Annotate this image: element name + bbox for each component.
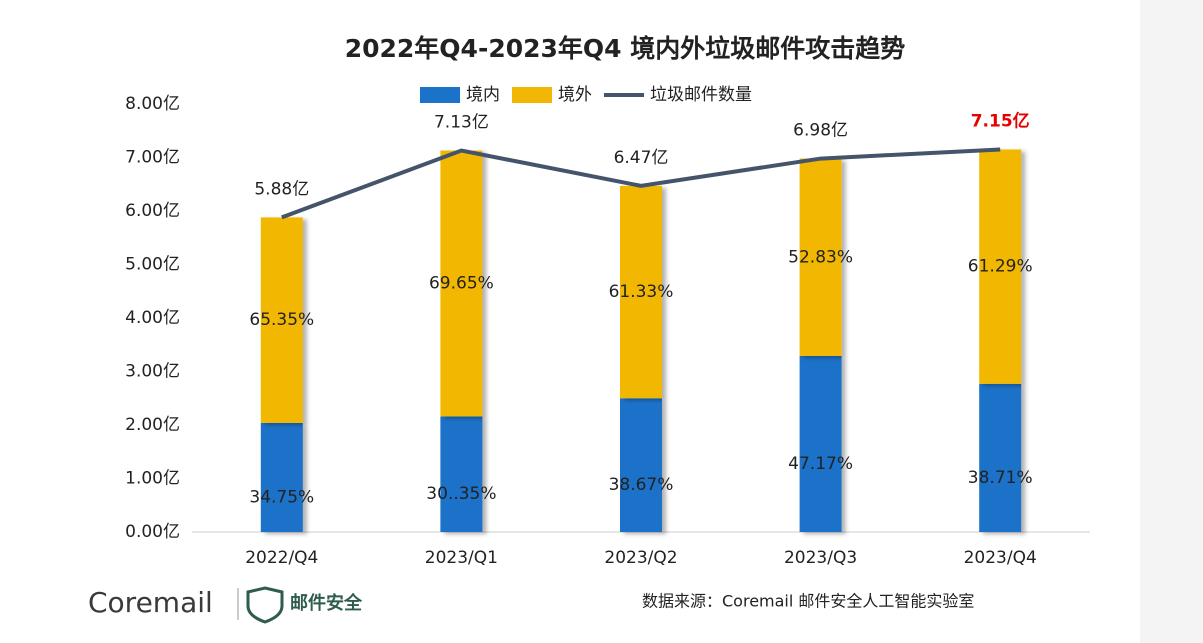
side-band	[1140, 0, 1203, 643]
y-tick-label: 5.00亿	[125, 255, 180, 275]
share-label: 61.29%	[968, 257, 1033, 277]
line	[281, 147, 1001, 220]
share-label: 61.33%	[609, 282, 674, 302]
badge: 邮件安全	[290, 592, 363, 614]
legend: 境内 境外 垃圾邮件数量	[420, 85, 752, 105]
value-label: 7.15亿	[971, 110, 1030, 131]
share-label: 69.65%	[429, 273, 494, 293]
bar-segment	[260, 422, 303, 532]
legend-swatch	[420, 87, 460, 103]
bar-segment	[260, 217, 303, 423]
source: 数据来源：Coremail 邮件安全人工智能实验室	[642, 592, 974, 611]
bar-segment	[799, 355, 842, 532]
share-label: 65.35%	[249, 310, 314, 330]
chart-title: 2022年Q4-2023年Q4 境内外垃圾邮件攻击趋势	[345, 34, 906, 63]
x-tick-label: 2023/Q1	[425, 548, 498, 568]
bar-segment	[979, 149, 1022, 384]
bar-segment	[979, 383, 1022, 532]
y-tick-label: 3.00亿	[125, 362, 180, 382]
legend-label: 境内	[466, 85, 500, 105]
value-label: 6.98亿	[793, 121, 848, 141]
bar-segment	[620, 398, 662, 532]
brand: Coremail	[88, 586, 213, 619]
share-label: 34.75%	[249, 487, 314, 507]
y-tick-label: 8.00亿	[125, 94, 180, 114]
legend-label: 垃圾邮件数量	[650, 85, 752, 105]
y-tick-label: 1.00亿	[125, 469, 180, 489]
y-tick-label: 7.00亿	[125, 148, 180, 168]
bar-segment	[440, 416, 483, 532]
bar-segment	[620, 185, 662, 399]
legend-label: 境外	[558, 85, 592, 105]
share-label: 52.83%	[788, 247, 853, 267]
y-tick-label: 6.00亿	[125, 201, 180, 221]
legend-swatch	[512, 87, 552, 103]
share-label: 30..35%	[426, 484, 496, 504]
share-label: 38.67%	[609, 475, 674, 495]
bar-segment	[440, 150, 483, 417]
share-label: 47.17%	[788, 454, 853, 474]
x-tick-label: 2022/Q4	[245, 548, 318, 568]
bar-segment	[799, 158, 842, 356]
share-label: 38.71%	[968, 468, 1033, 488]
y-tick-label: 4.00亿	[125, 308, 180, 328]
x-tick-label: 2023/Q2	[604, 548, 677, 568]
y-tick-label: 0.00亿	[125, 522, 180, 542]
y-tick-label: 2.00亿	[125, 415, 180, 435]
shield-icon	[246, 586, 284, 624]
value-label: 7.13亿	[434, 113, 489, 133]
value-label: 6.47亿	[614, 148, 669, 168]
value-label: 5.88亿	[254, 179, 309, 199]
x-tick-label: 2023/Q4	[964, 548, 1037, 568]
x-tick-label: 2023/Q3	[784, 548, 857, 568]
